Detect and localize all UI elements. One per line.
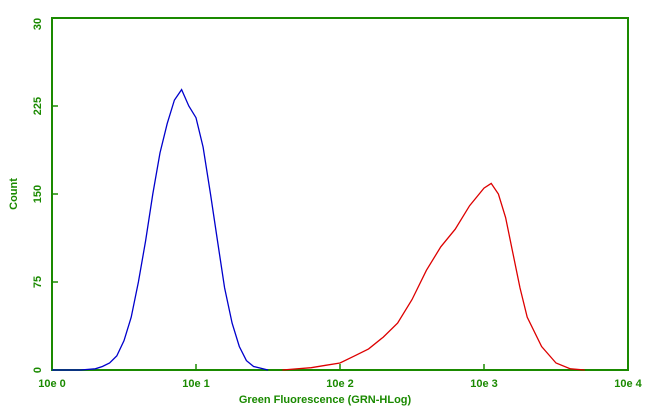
x-tick-label: 10e 2 xyxy=(326,378,354,390)
y-tick-label: 75 xyxy=(32,276,44,288)
x-axis-title: Green Fluorescence (GRN-HLog) xyxy=(239,394,412,406)
y-tick-label: 0 xyxy=(32,367,44,373)
histogram-line xyxy=(52,88,269,371)
x-tick-label: 10e 1 xyxy=(182,378,210,390)
histogram-line xyxy=(282,182,585,371)
y-tick-label: 225 xyxy=(32,97,44,115)
y-axis-title: Count xyxy=(8,178,20,210)
x-tick-label: 10e 3 xyxy=(470,378,498,390)
plot-frame xyxy=(51,17,629,371)
x-tick-label: 10e 0 xyxy=(38,378,66,390)
y-tick-label: 30 xyxy=(32,18,44,30)
x-tick-label: 10e 4 xyxy=(614,378,642,390)
y-tick-label: 150 xyxy=(32,185,44,203)
